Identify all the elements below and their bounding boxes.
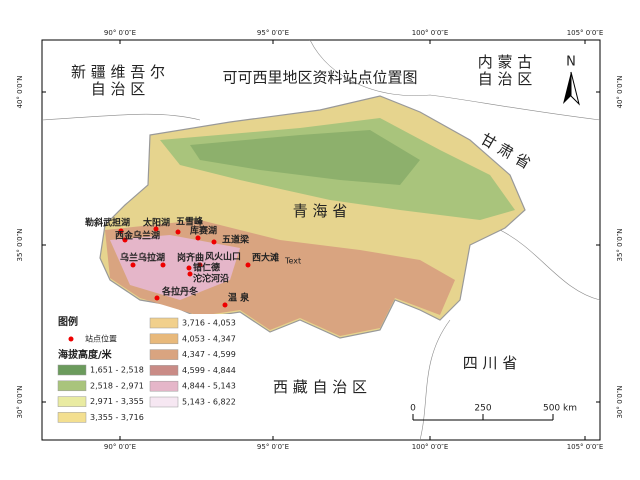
lat-label: 35° 0′0″N — [16, 229, 24, 262]
lat-label: 30° 0′0″N — [616, 386, 624, 419]
station-label: 乌兰乌拉湖 — [120, 252, 165, 264]
scale-label: 0 — [410, 404, 416, 414]
station-marker — [118, 228, 124, 234]
legend-label: 1,651 - 2,518 — [90, 366, 144, 375]
legend-swatch — [57, 412, 87, 423]
station-label: 温 泉 — [228, 292, 250, 304]
legend-swatch — [149, 317, 179, 329]
station-marker — [130, 262, 136, 268]
station-marker — [160, 262, 166, 268]
stray-label: Text — [284, 257, 301, 266]
station-label: 岗齐曲 — [177, 252, 204, 264]
region-label: 新 疆 维 吾 尔 — [71, 63, 165, 81]
station-marker — [222, 302, 228, 308]
legend-label: 4,844 - 5,143 — [182, 382, 236, 391]
province-borders — [41, 39, 601, 441]
lat-label: 40° 0′0″N — [616, 76, 624, 109]
station-marker — [245, 262, 251, 268]
scale-bar — [412, 414, 554, 421]
lat-label: 35° 0′0″N — [616, 229, 624, 262]
station-marker — [153, 226, 159, 232]
lon-label: 100° 0′0″E — [412, 29, 449, 37]
basin — [190, 130, 420, 185]
station-marker — [175, 229, 181, 235]
legend-label: 4,599 - 4,844 — [182, 366, 236, 375]
station-marker — [197, 262, 203, 268]
lon-label: 95° 0′0″E — [257, 29, 289, 37]
station-label: 沱沱河沿 — [193, 273, 229, 285]
peak-area — [110, 235, 240, 300]
legend-swatch — [149, 380, 179, 392]
north-arrow: N — [563, 55, 580, 106]
station-label: 各拉丹冬 — [161, 286, 199, 298]
legend-station-marker — [68, 336, 74, 342]
lat-label: 40° 0′0″N — [16, 76, 24, 109]
lon-label: 105° 0′0″E — [567, 29, 604, 37]
lon-label: 90° 0′0″E — [104, 29, 136, 37]
region-label: 自 治 区 — [478, 70, 533, 88]
legend-swatch — [149, 365, 179, 376]
station-label: 风火山口 — [205, 251, 241, 263]
lon-label: 100° 0′0″E — [412, 443, 449, 451]
station-label: 西金乌兰湖 — [115, 230, 160, 242]
legend-swatch — [149, 349, 179, 360]
region-label: 内 蒙 古 — [478, 53, 533, 71]
map-title: 可可西里地区资料站点位置图 — [222, 69, 417, 87]
legend-label: 3,355 - 3,716 — [90, 413, 144, 422]
station-label: 错仁德 — [193, 262, 220, 274]
station-label: 五雪峰 — [176, 216, 204, 228]
station-marker — [186, 265, 192, 271]
lon-label: 90° 0′0″E — [104, 443, 136, 451]
legend-swatch — [57, 364, 87, 376]
legend-swatch — [57, 396, 87, 407]
scale-label: 500 km — [543, 404, 577, 414]
legend-swatch — [149, 396, 179, 408]
station-marker — [122, 237, 128, 243]
station-marker — [154, 295, 160, 301]
region-label: 四 川 省 — [463, 354, 518, 372]
legend-subtitle: 海拔高度/米 — [58, 348, 113, 361]
legend-label: 3,716 - 4,053 — [182, 319, 236, 328]
station-label: 西大滩 — [252, 252, 279, 264]
lon-label: 95° 0′0″E — [257, 443, 289, 451]
legend-label: 4,347 - 4,599 — [182, 350, 236, 359]
lon-label: 105° 0′0″E — [567, 443, 604, 451]
station-label: 勒斜武担湖 — [85, 217, 130, 229]
region-label: 西 藏 自 治 区 — [273, 378, 367, 396]
station-label: 库赛湖 — [190, 225, 217, 237]
lat-label: 30° 0′0″N — [16, 386, 24, 419]
station-marker — [195, 235, 201, 241]
legend-label: 2,971 - 3,355 — [90, 397, 144, 406]
region-label: 青 海 省 — [293, 202, 348, 220]
station-marker — [187, 271, 193, 277]
legend-label: 4,053 - 4,347 — [182, 334, 236, 343]
region-label: 自 治 区 — [91, 80, 146, 98]
legend-label: 5,143 - 6,822 — [182, 398, 236, 407]
legend-label: 站点位置 — [85, 334, 117, 344]
legend-title: 图例 — [58, 315, 78, 328]
legend-swatch — [149, 333, 179, 345]
scale-label: 250 — [474, 404, 491, 414]
station-label: 太阳湖 — [142, 217, 170, 229]
legend-label: 2,518 - 2,971 — [90, 381, 144, 390]
legend-swatch — [57, 380, 87, 392]
north-label: N — [566, 55, 576, 70]
station-marker — [211, 239, 217, 245]
station-label: 五道梁 — [222, 234, 250, 246]
